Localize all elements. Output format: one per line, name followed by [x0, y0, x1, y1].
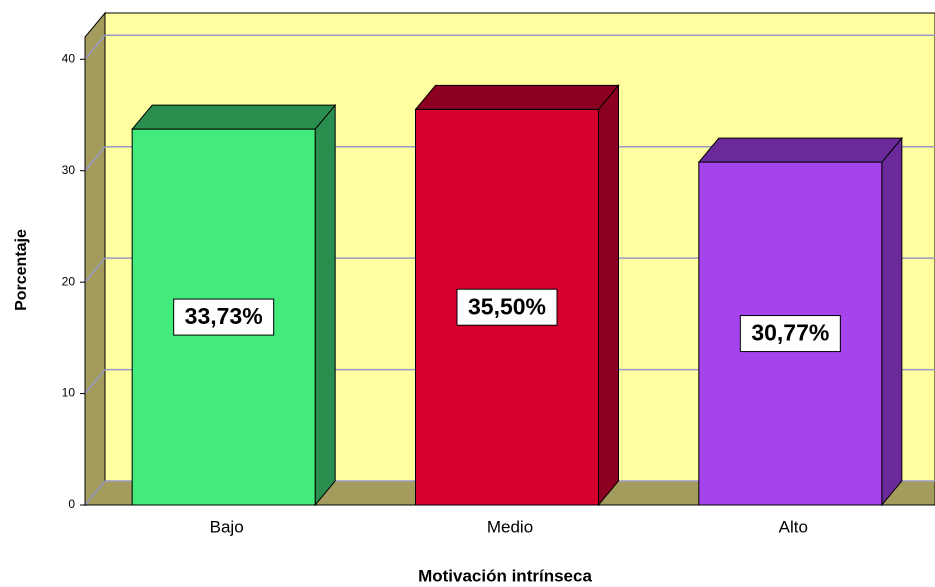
value-label: 35,50% [468, 293, 546, 319]
value-label: 33,73% [185, 303, 263, 329]
y-axis-label: Porcentaje [13, 229, 30, 311]
y-tick-label: 20 [62, 274, 76, 288]
value-label-box [739, 315, 841, 353]
grid-line [84, 34, 106, 60]
bar-top [697, 137, 903, 163]
value-label-box [456, 288, 558, 326]
value-label-box [173, 298, 275, 336]
y-tick-label: 10 [62, 386, 76, 400]
x-tick-label: Medio [487, 517, 533, 536]
x-axis-label: Motivación intrínseca [418, 566, 592, 585]
grid-line [84, 257, 106, 283]
grid-line [84, 146, 106, 172]
bar-side [881, 136, 903, 507]
y-tick-label: 40 [62, 51, 76, 65]
grid-line [84, 480, 106, 506]
y-tick-label: 30 [62, 163, 76, 177]
y-tick-label: 0 [68, 497, 75, 511]
x-tick-label: Alto [779, 517, 808, 536]
bar-top [414, 84, 620, 110]
bar-side [598, 84, 619, 507]
bar-side [314, 103, 336, 507]
grid-line [84, 369, 106, 395]
left-wall [84, 11, 106, 507]
x-tick-label: Bajo [210, 517, 244, 536]
bar-top [131, 104, 337, 130]
value-label: 30,77% [751, 320, 829, 346]
